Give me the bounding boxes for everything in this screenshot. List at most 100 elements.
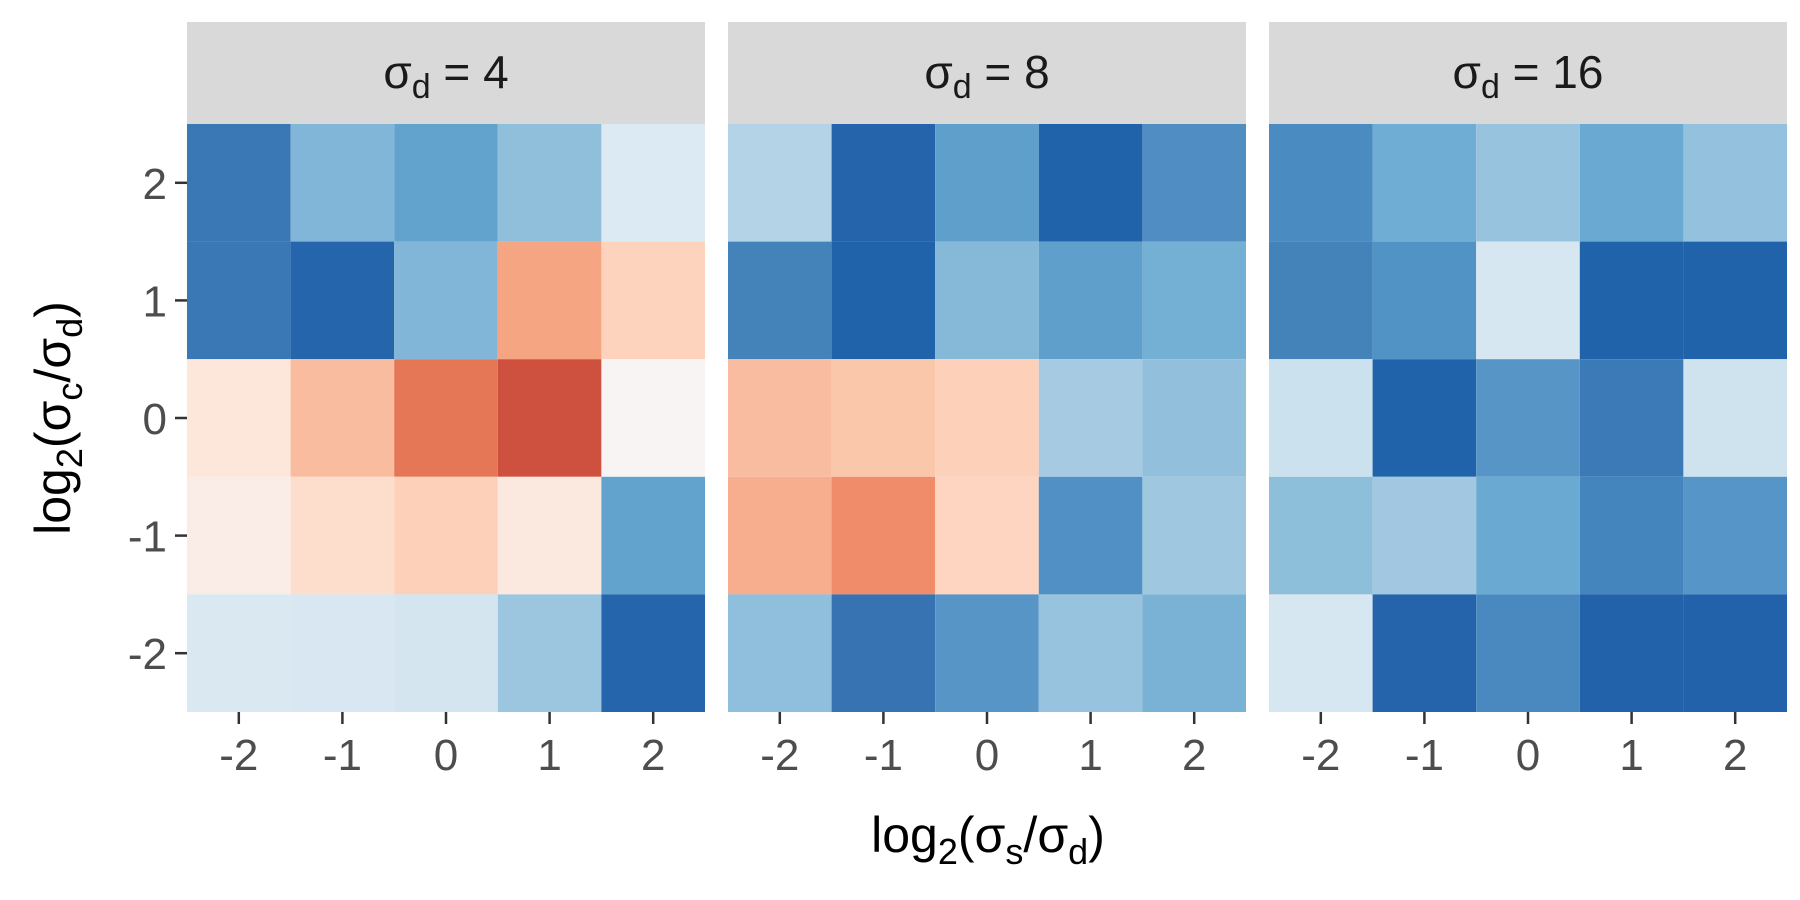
facet-panel-2: σd = 8 -2 -1 0 1 2 [727, 22, 1247, 780]
heatmap-tile [394, 359, 498, 477]
heatmap-tile [187, 476, 291, 595]
heatmap-tile [1476, 359, 1580, 477]
heatmap-tile [831, 359, 936, 477]
facet-strip [1269, 22, 1787, 124]
heatmap-tile [1269, 594, 1373, 712]
heatmap-tile [601, 241, 705, 360]
heatmap-tile [1269, 241, 1373, 360]
heatmap-tile [290, 359, 395, 477]
heatmap-tile [290, 241, 395, 360]
heatmap-tile [187, 594, 291, 712]
heatmap-tile [1579, 124, 1684, 242]
heatmap-tile [1683, 124, 1787, 242]
x-tick-label: -1 [864, 731, 903, 780]
heatmap-tile [290, 476, 395, 595]
heatmap-tile [394, 476, 498, 595]
heatmap-tile [1038, 241, 1143, 360]
heatmap-tile [935, 359, 1039, 477]
y-tick-label: -2 [128, 630, 167, 679]
heatmap-tile [187, 241, 291, 360]
x-tick-label: 2 [1182, 731, 1206, 780]
heatmap-tile [497, 476, 602, 595]
x-tick-label: -2 [760, 731, 799, 780]
heatmap-tile [187, 359, 291, 477]
heatmap-tile [394, 594, 498, 712]
heatmap-tile [187, 124, 291, 242]
heatmap-tile [1579, 476, 1684, 595]
heatmap-tile [1476, 124, 1580, 242]
x-tick-label: 2 [1723, 731, 1747, 780]
heatmap-tile [1372, 124, 1477, 242]
facet-strip-label: σd = 8 [924, 46, 1049, 106]
heatmap-tile [394, 124, 498, 242]
heatmap-tile [1476, 241, 1580, 360]
x-tick-label: -2 [219, 731, 258, 780]
heatmap-tile [728, 594, 832, 712]
heatmap-tile [290, 124, 395, 242]
heatmap-tile [1372, 594, 1477, 712]
x-axis-title: log2(σs/σd) [871, 807, 1105, 872]
heatmap-tile [935, 476, 1039, 595]
heatmap-tile [1476, 476, 1580, 595]
facet-strip-label: σd = 4 [383, 46, 508, 106]
heatmap-tile [935, 594, 1039, 712]
x-tick-label: 2 [641, 731, 665, 780]
facet-strip-label: σd = 16 [1453, 46, 1604, 106]
heatmap-tile [1579, 594, 1684, 712]
heatmap-tile [290, 594, 395, 712]
heatmap-tile [601, 476, 705, 595]
heatmap-tile [831, 124, 936, 242]
heatmap-tile [1683, 594, 1787, 712]
heatmap-tile [1269, 476, 1373, 595]
heatmap-tile [1038, 594, 1143, 712]
heatmap-tile [1683, 359, 1787, 477]
x-tick-label: 0 [434, 731, 458, 780]
heatmap-tile [1142, 359, 1246, 477]
heatmap-tile [728, 124, 832, 242]
heatmap-tile [728, 359, 832, 477]
heatmap-tile [497, 594, 602, 712]
heatmap-tile [728, 476, 832, 595]
heatmap-tile [1372, 476, 1477, 595]
heatmap-tile [1142, 594, 1246, 712]
heatmap-tile [1683, 241, 1787, 360]
heatmap-tile [831, 476, 936, 595]
y-tick-label: -1 [128, 513, 167, 562]
heatmap-tile [1142, 476, 1246, 595]
heatmap-tile [601, 359, 705, 477]
x-tick-label: 1 [537, 731, 561, 780]
y-tick-label: 2 [143, 160, 167, 209]
facet-panel-3: σd = 16 -2 -1 0 1 2 [1268, 22, 1788, 780]
heatmap-tile [935, 124, 1039, 242]
facet-panel-1: σd = 4 -2 -1 0 1 2 2 1 0 -1 -2 [128, 22, 706, 780]
heatmap-tile [497, 124, 602, 242]
y-axis-title: log2(σc/σd) [25, 301, 90, 535]
heatmap-tile [935, 241, 1039, 360]
x-tick-label: -1 [323, 731, 362, 780]
heatmap-tile [1683, 476, 1787, 595]
heatmap-tile [497, 241, 602, 360]
heatmap-tile [1579, 359, 1684, 477]
heatmap-tile [831, 241, 936, 360]
heatmap-tile [1038, 359, 1143, 477]
x-tick-label: 0 [1516, 731, 1540, 780]
x-tick-label: -1 [1405, 731, 1444, 780]
heatmap-tile [601, 124, 705, 242]
heatmap-tile [1142, 124, 1246, 242]
heatmap-tile [1142, 241, 1246, 360]
heatmap-tile [1372, 359, 1477, 477]
heatmap-tile [394, 241, 498, 360]
x-tick-label: 1 [1078, 731, 1102, 780]
heatmap-tile [1269, 359, 1373, 477]
heatmap-tile [1038, 476, 1143, 595]
heatmap-tile [1038, 124, 1143, 242]
x-tick-label: 1 [1619, 731, 1643, 780]
heatmap-tile [1579, 241, 1684, 360]
heatmap-tile [1372, 241, 1477, 360]
facet-strip [728, 22, 1246, 124]
y-tick-label: 0 [143, 395, 167, 444]
y-tick-label: 1 [143, 277, 167, 326]
heatmap-tile [831, 594, 936, 712]
heatmap-tile [1476, 594, 1580, 712]
